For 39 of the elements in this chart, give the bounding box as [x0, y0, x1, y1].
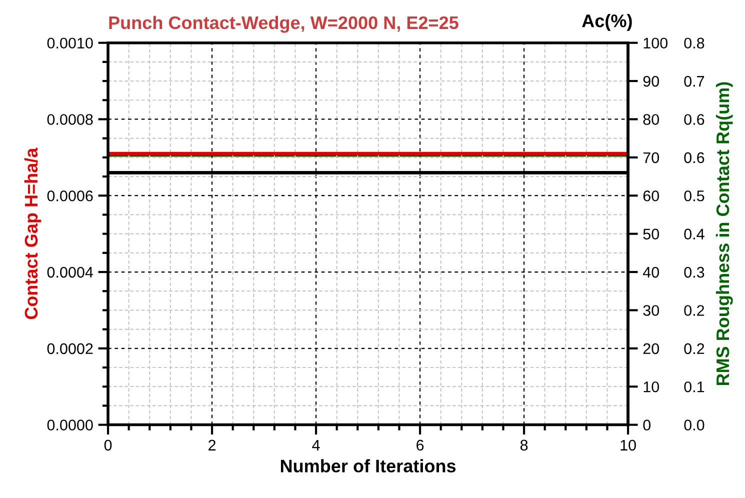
- y3-tick-label: 0.5: [684, 190, 704, 202]
- x-tick-label: 0: [104, 440, 112, 451]
- y-tick-label: 0.0000: [47, 420, 93, 430]
- y-tick-label: 0.0010: [47, 38, 93, 49]
- y2-tick-label: 20: [643, 343, 660, 354]
- y3-tick-label: 0.6: [684, 152, 704, 164]
- y3-axis-title: RMS Roughness in Contact Rq(um): [716, 82, 733, 386]
- y2-tick-label: 50: [643, 228, 660, 240]
- y3-tick-label: 0.8: [684, 38, 704, 49]
- y2-axis-title: Ac(%): [582, 14, 632, 31]
- y-tick-label: 0.0004: [47, 266, 93, 278]
- x-axis-title: Number of Iterations: [280, 459, 456, 472]
- y-tick-label: 0.0008: [47, 114, 93, 125]
- x-tick-label: 6: [416, 440, 424, 451]
- y3-tick-label: 0.2: [684, 343, 704, 354]
- y2-tick-label: 80: [643, 114, 660, 125]
- x-tick-label: 2: [208, 440, 216, 450]
- y3-tick-label: 0.7: [684, 76, 704, 87]
- y-axis-title: Contact Gap H=ha/a: [24, 148, 42, 320]
- x-tick-label: 8: [520, 440, 528, 451]
- y3-tick-label: 0.4: [684, 228, 704, 240]
- y3-tick-label: 0.3: [684, 266, 704, 278]
- x-tick-label: 4: [312, 440, 320, 450]
- y2-tick-label: 10: [644, 381, 660, 392]
- y3-tick-label: 0.1: [684, 381, 704, 392]
- y2-tick-label: 70: [643, 152, 660, 164]
- chart-title: Punch Contact-Wedge, W=2000 N, E2=25: [109, 16, 458, 33]
- y2-tick-label: 40: [642, 266, 660, 278]
- y3-tick-label: 0.6: [684, 114, 704, 125]
- y3-tick-label: 0.0: [684, 420, 704, 430]
- y2-tick-label: 30: [643, 305, 660, 316]
- y-tick-label: 0.0002: [47, 343, 93, 354]
- y2-tick-label: 0: [643, 420, 651, 430]
- y2-tick-label: 60: [643, 190, 660, 202]
- y2-tick-label: 90: [643, 76, 660, 87]
- y3-tick-label: 0.2: [684, 305, 704, 316]
- x-tick-label: 10: [620, 440, 636, 451]
- y2-tick-label: 100: [644, 38, 668, 49]
- y-tick-label: 0.0006: [47, 190, 93, 202]
